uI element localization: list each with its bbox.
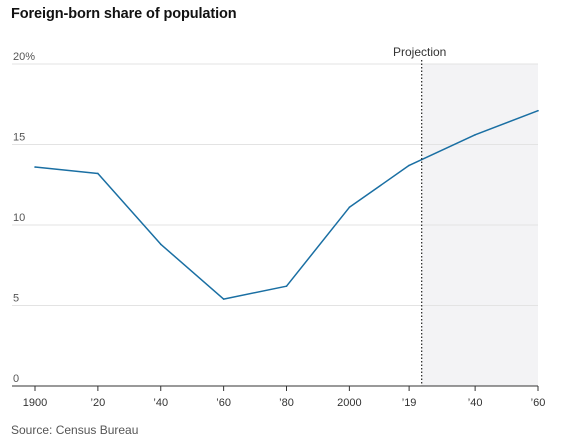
gridlines — [12, 63, 538, 306]
x-tick-label: ’19 — [402, 397, 417, 409]
source-note: Source: Census Bureau — [11, 423, 139, 437]
projection-label: Projection — [393, 45, 446, 59]
x-tick-label: ’40 — [153, 397, 168, 409]
y-tick-label: 20% — [13, 51, 35, 63]
data-point — [537, 109, 539, 112]
y-tick-label: 15 — [13, 132, 25, 144]
data-point — [348, 206, 351, 209]
x-tick-label: ’60 — [216, 397, 231, 409]
x-axis: 1900 ’20 ’40 ’60 ’80 2000 ’19 ’40 ’60 — [12, 385, 546, 409]
x-tick-label: ’80 — [279, 397, 294, 409]
data-point — [159, 243, 162, 246]
x-tick-label: ’20 — [91, 397, 106, 409]
x-tick-label: ’60 — [531, 397, 546, 409]
data-point — [474, 134, 476, 136]
chart-title: Foreign-born share of population — [11, 6, 237, 22]
x-tick-label: 2000 — [337, 397, 361, 409]
y-tick-label: 5 — [13, 293, 19, 305]
data-point — [222, 298, 225, 300]
data-point — [285, 285, 288, 287]
y-tick-label: 10 — [13, 212, 25, 224]
series — [34, 109, 539, 300]
y-axis-ticks: 0 5 10 15 20% — [13, 51, 35, 385]
annotations: Projection — [393, 45, 446, 386]
data-point — [34, 166, 36, 168]
x-tick-label: ’40 — [468, 397, 483, 409]
data-point — [97, 172, 99, 175]
y-tick-label: 0 — [13, 373, 19, 385]
x-tick-label: 1900 — [23, 397, 47, 409]
data-point — [408, 164, 410, 167]
